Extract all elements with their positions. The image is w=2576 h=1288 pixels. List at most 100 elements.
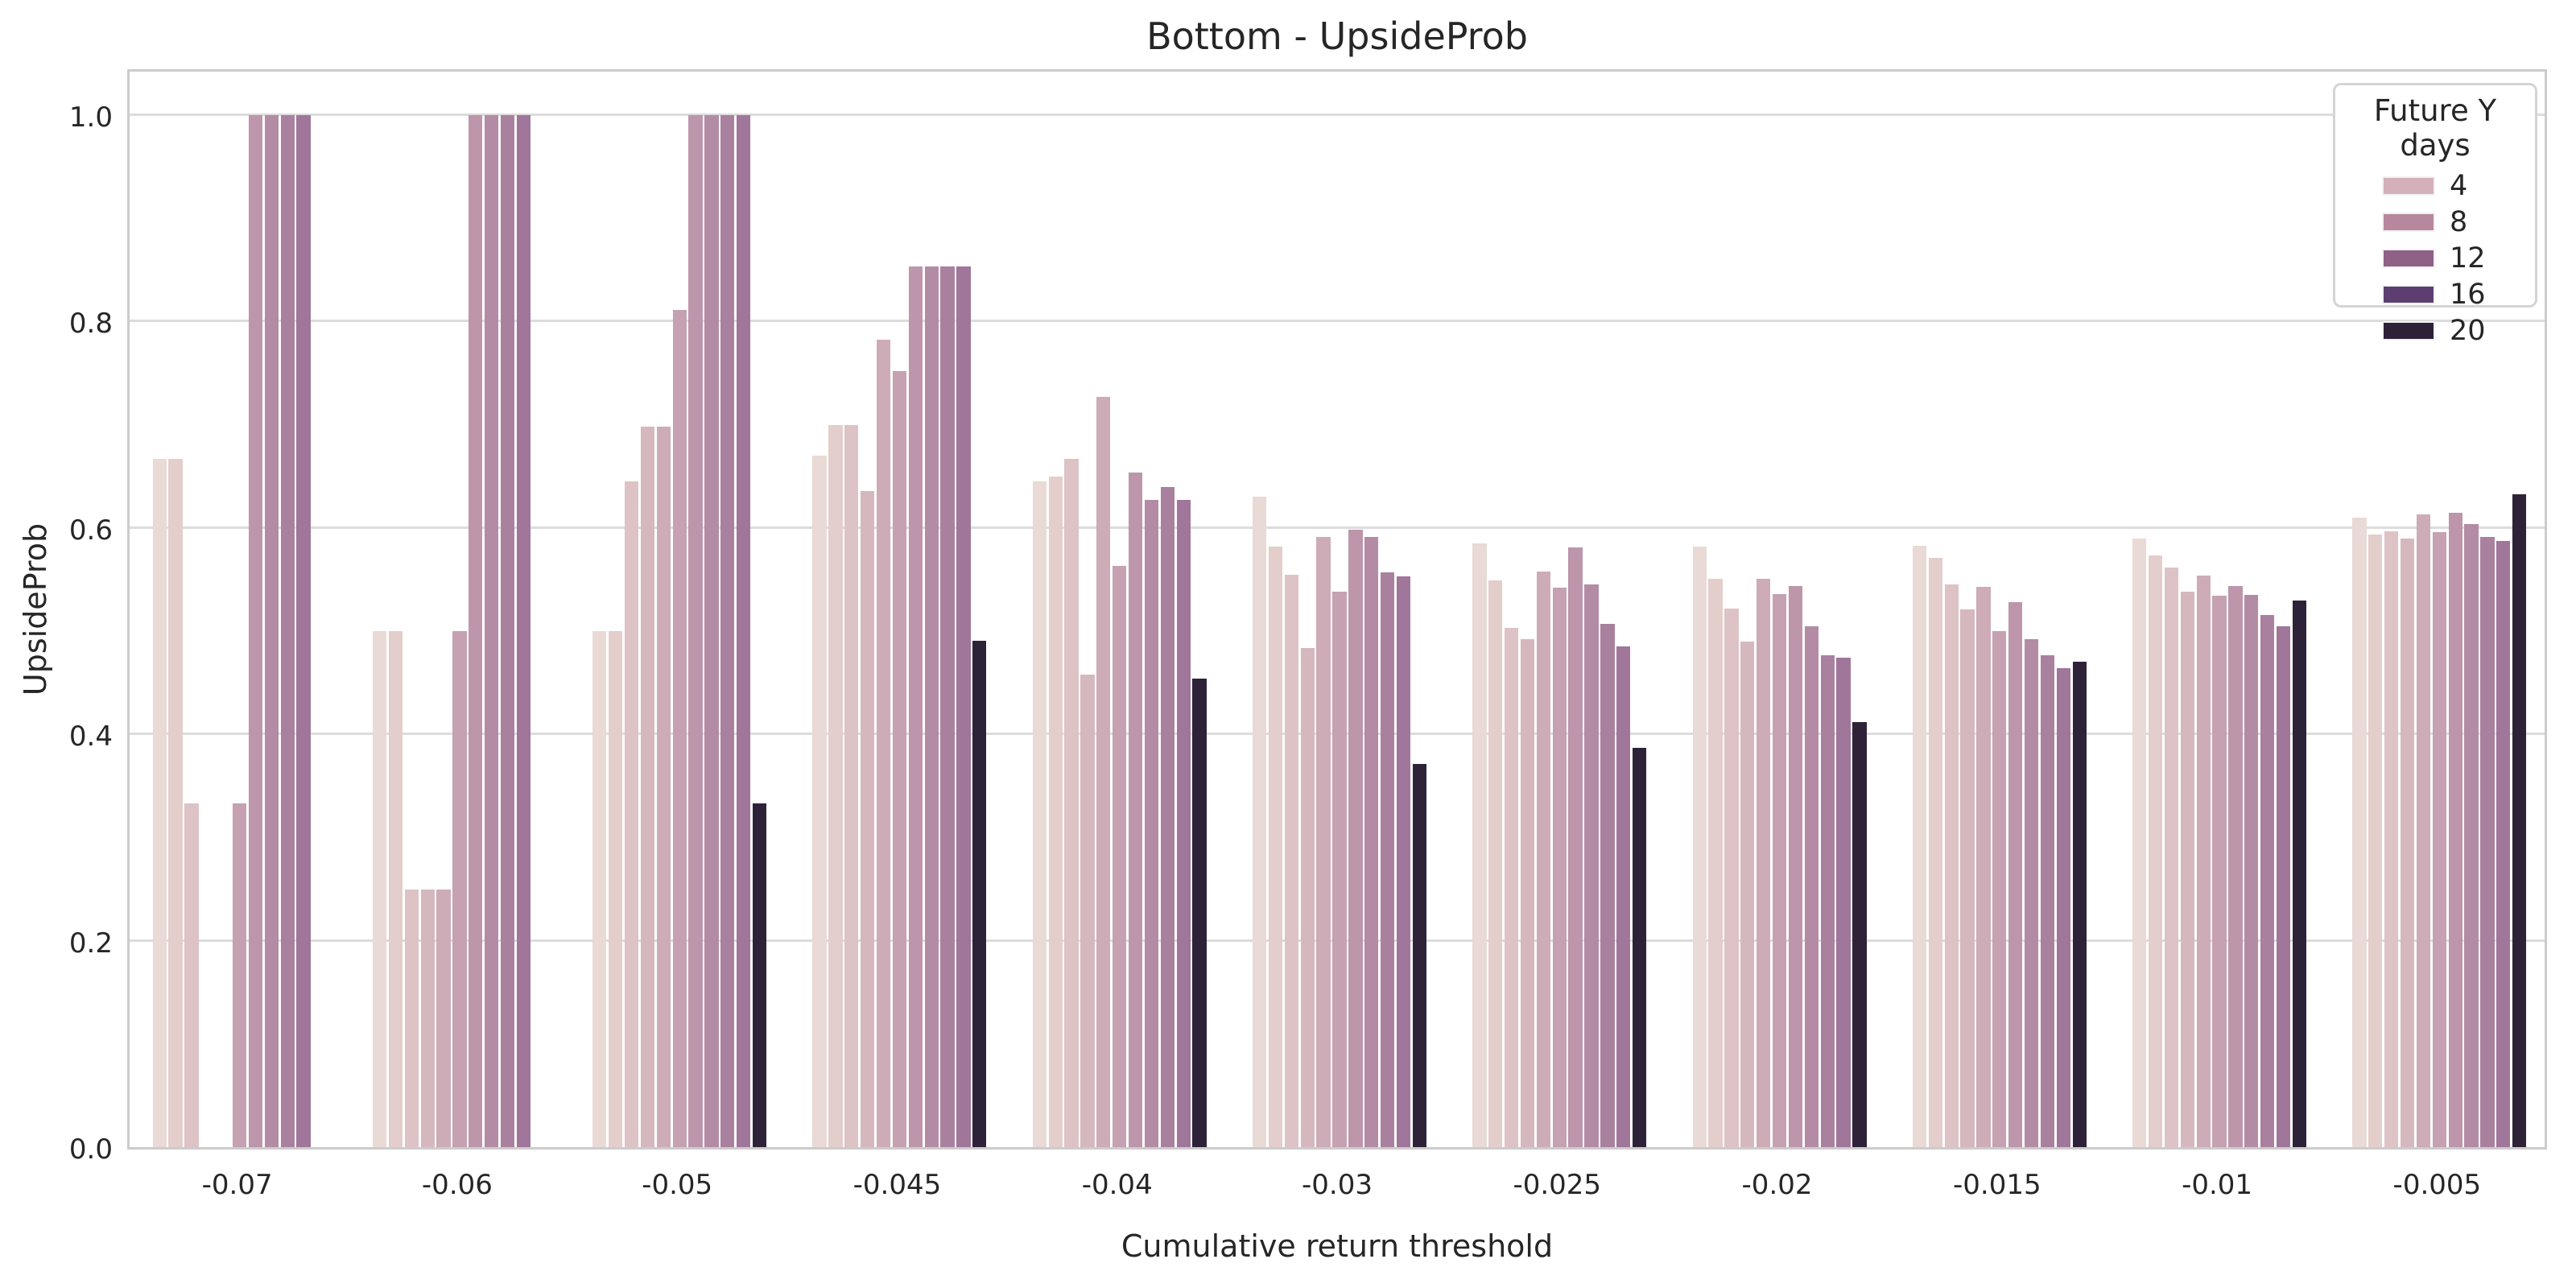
bar xyxy=(452,631,467,1147)
x-tick-label: -0.01 xyxy=(2182,1169,2253,1201)
bar xyxy=(1740,641,1755,1147)
legend-swatch xyxy=(2382,175,2435,196)
bar xyxy=(1364,537,1379,1147)
bar xyxy=(1412,764,1426,1147)
bar xyxy=(2228,585,2243,1147)
bar xyxy=(1504,628,1519,1147)
bar xyxy=(1252,497,1267,1147)
bar xyxy=(1616,646,1631,1147)
bar xyxy=(2276,625,2291,1147)
bar xyxy=(1944,584,1959,1147)
bar xyxy=(624,481,639,1147)
bar xyxy=(1284,574,1298,1147)
x-axis-label: Cumulative return threshold xyxy=(1121,1228,1554,1264)
x-tick-label: -0.03 xyxy=(1302,1169,1373,1201)
bar xyxy=(2132,538,2147,1147)
legend-swatch xyxy=(2382,320,2435,341)
bar xyxy=(184,803,199,1147)
bar-group xyxy=(592,72,768,1147)
bar xyxy=(372,631,387,1147)
bar xyxy=(232,803,247,1147)
legend-swatch xyxy=(2382,248,2435,268)
x-tick-label: -0.005 xyxy=(2392,1169,2482,1201)
bar xyxy=(1472,543,1487,1147)
y-tick-label: 0.4 xyxy=(68,720,113,753)
bar xyxy=(1568,547,1583,1147)
legend-entry: 8 xyxy=(2335,204,2535,240)
bar xyxy=(1852,721,1867,1147)
bar xyxy=(1928,557,1942,1147)
legend-entry: 16 xyxy=(2335,276,2535,312)
bar xyxy=(704,115,719,1147)
bar xyxy=(609,631,623,1147)
bar-group xyxy=(1252,72,1428,1147)
bar xyxy=(420,889,435,1147)
bar xyxy=(2432,531,2446,1147)
bar xyxy=(1268,546,1283,1147)
bar-group xyxy=(1691,72,1868,1147)
bar xyxy=(1600,624,1615,1147)
bar xyxy=(2196,575,2211,1147)
chart-title: Bottom - UpsideProb xyxy=(1146,14,1528,58)
bar xyxy=(1192,678,1207,1147)
y-tick-label: 0.6 xyxy=(68,514,113,547)
x-tick-label: -0.045 xyxy=(852,1169,942,1201)
y-tick-label: 0.0 xyxy=(68,1133,113,1166)
gridline xyxy=(130,320,2545,323)
bar xyxy=(2260,614,2275,1147)
bar xyxy=(2512,493,2527,1147)
bar xyxy=(2244,595,2259,1147)
gridline xyxy=(130,114,2545,116)
bar xyxy=(1096,397,1111,1147)
bar-group xyxy=(1472,72,1648,1147)
bar xyxy=(1176,500,1191,1147)
bar-group xyxy=(2351,72,2528,1147)
bar xyxy=(2416,514,2431,1147)
y-axis-label: UpsideProb xyxy=(18,522,53,696)
x-tick-label: -0.015 xyxy=(1953,1169,2041,1201)
bar xyxy=(168,458,183,1147)
bar xyxy=(828,424,843,1147)
bar-group xyxy=(1912,72,2088,1147)
bar xyxy=(2448,512,2462,1147)
bar xyxy=(908,266,923,1147)
bar xyxy=(1836,658,1851,1147)
bar xyxy=(972,640,987,1147)
bar xyxy=(436,889,451,1147)
x-tick-label: -0.07 xyxy=(201,1169,273,1201)
bar xyxy=(2040,654,2055,1147)
legend-entries: 4 8 12 16 20 xyxy=(2335,167,2535,349)
bar xyxy=(2400,538,2415,1147)
bar xyxy=(1488,580,1503,1147)
bar xyxy=(1772,593,1787,1147)
gridline xyxy=(130,526,2545,529)
bar xyxy=(1348,530,1363,1147)
bar xyxy=(404,889,419,1147)
bar xyxy=(152,458,167,1147)
legend-label: 12 xyxy=(2450,242,2486,275)
bar xyxy=(1912,545,1927,1147)
bar xyxy=(1584,584,1599,1147)
bar-group xyxy=(2132,72,2308,1147)
y-tick-label: 0.2 xyxy=(68,927,113,960)
y-tick-label: 0.8 xyxy=(68,308,113,341)
bar xyxy=(812,456,827,1147)
bar xyxy=(1552,588,1567,1147)
bar xyxy=(516,115,531,1147)
bar xyxy=(688,115,703,1147)
bar xyxy=(280,115,295,1147)
x-tick-label: -0.04 xyxy=(1081,1169,1153,1201)
legend-entry: 20 xyxy=(2335,312,2535,349)
legend-swatch xyxy=(2382,284,2435,304)
bar xyxy=(2480,537,2495,1147)
bar xyxy=(2072,662,2087,1147)
bar xyxy=(720,115,735,1147)
bar xyxy=(388,631,403,1147)
bar xyxy=(1380,572,1395,1147)
bar xyxy=(1113,566,1127,1147)
legend-label: 16 xyxy=(2450,278,2486,311)
bar-group xyxy=(372,72,548,1147)
bar xyxy=(2056,668,2070,1147)
bar xyxy=(1048,476,1063,1147)
